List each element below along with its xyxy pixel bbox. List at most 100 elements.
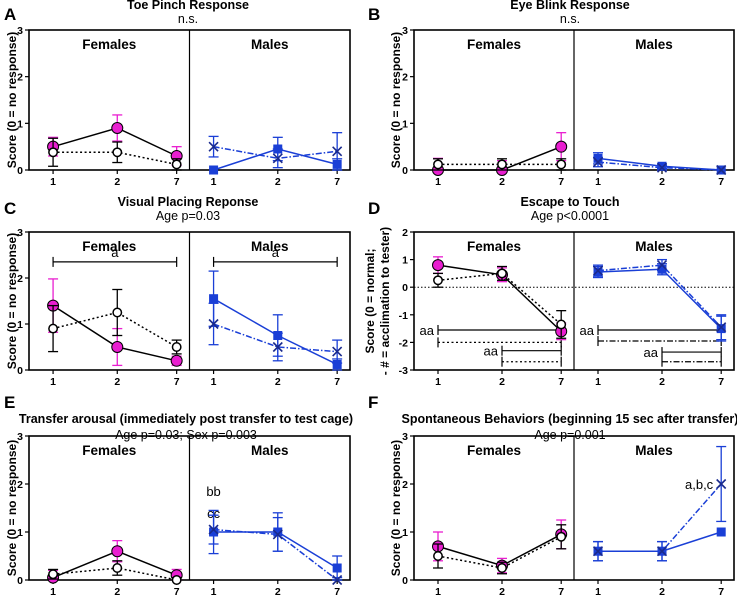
significance-label: aa [644,345,659,360]
data-point-stroke [716,478,727,490]
y-tick-label: 2 [402,227,408,239]
y-tick-label: 3 [402,431,408,443]
x-tick-label: 1 [50,376,56,388]
panel-letter: B [368,5,380,24]
y-axis-label: Score (0 = no response) [5,233,19,369]
group-label: Females [82,239,136,254]
y-axis-label: Score (0 = normal; [363,248,377,353]
data-point [48,569,59,580]
panel-f: F Spontaneous Behaviors (beginning 15 sec… [368,393,737,597]
significance-label: aa [580,323,595,338]
y-tick-label: 0 [17,575,23,587]
significance-label: a,b,c [685,477,714,492]
x-tick-label: 2 [114,176,120,188]
y-tick-label: 0 [402,575,408,587]
y-tick-label: 0 [402,282,408,294]
significance-label: a [272,245,280,260]
panel-letter: F [368,393,378,412]
data-point-stroke [208,141,219,152]
data-point [556,159,567,170]
data-point-stroke [332,574,343,586]
data-point-stroke [592,157,604,168]
y-tick-label: -2 [399,337,408,349]
x-tick-label: 2 [659,176,665,188]
x-tick-label: 2 [659,376,665,388]
y-tick-label: -3 [399,365,408,377]
data-point [497,159,507,170]
data-point-stroke [332,346,343,357]
data-point [497,268,507,279]
series-line [437,536,562,569]
group-label: Females [467,239,521,254]
series-line [213,323,338,353]
y-tick-label: 1 [17,319,23,331]
panel-letter: C [4,199,16,218]
y-tick-label: 2 [17,273,23,285]
panel-subtitle: n.s. [560,12,580,26]
y-tick-label: -1 [399,310,408,322]
data-point [208,524,219,535]
data-point-stroke [716,164,727,176]
data-point [592,157,604,168]
panel-subtitle: Age p=0.03; Sex p=0.003 [115,428,257,442]
panel-title: Transfer arousal (immediately post trans… [19,412,353,426]
y-axis-label: Score (0 = no response) [389,32,403,168]
x-tick-label: 1 [50,176,56,188]
data-point [112,563,123,573]
panel-title: Escape to Touch [520,195,619,209]
data-point [332,359,342,369]
panel-title: Eye Blink Response [510,0,630,12]
data-point [48,147,59,158]
group-label: Males [251,239,289,254]
data-point-stroke [208,524,219,535]
y-tick-label: 2 [17,72,23,84]
y-tick-label: 0 [402,165,408,177]
data-point [497,563,507,573]
data-point [332,146,343,157]
significance-label: a [111,245,119,260]
panel-e: E Transfer arousal (immediately post tran… [4,393,353,597]
x-tick-label: 2 [275,376,281,388]
data-point [332,563,342,573]
data-point-stroke [592,546,604,557]
data-point-stroke [716,322,727,333]
x-tick-label: 1 [595,376,601,388]
data-point [208,318,219,330]
series-line [597,268,722,330]
y-tick-label: 1 [402,527,408,539]
y-axis-label: Score (0 = no response) [5,32,19,168]
data-point [556,531,567,542]
panel-subtitle: Age p=0.03 [156,209,220,223]
data-point [208,141,219,152]
group-label: Females [82,443,136,458]
x-tick-label: 7 [718,376,724,388]
x-tick-label: 1 [595,586,601,597]
panel-letter: D [368,199,380,218]
data-point-stroke [332,146,343,157]
y-tick-label: 1 [17,118,23,130]
data-point [170,354,183,367]
x-tick-label: 7 [558,586,564,597]
panel-title: Visual Placing Reponse [118,195,259,209]
data-point [656,260,668,271]
data-point-stroke [656,162,668,173]
data-point [272,529,283,540]
significance-label: aa [420,323,435,338]
y-tick-label: 0 [17,365,23,377]
data-point-stroke [656,260,668,271]
panel-letter: E [4,393,15,412]
group-label: Females [467,443,521,458]
data-point [433,159,443,170]
panel-title: Toe Pinch Response [127,0,249,12]
x-tick-label: 7 [334,176,340,188]
data-point-stroke [272,153,283,164]
group-label: Males [635,443,673,458]
group-label: Males [635,37,673,52]
y-tick-label: 2 [402,479,408,491]
y-tick-label: 1 [402,118,408,130]
data-point-stroke [272,341,283,353]
y-tick-label: 3 [17,227,23,239]
panel-subtitle: Age p<0.0001 [531,209,609,223]
y-tick-label: 3 [17,431,23,443]
group-label: Females [82,37,136,52]
